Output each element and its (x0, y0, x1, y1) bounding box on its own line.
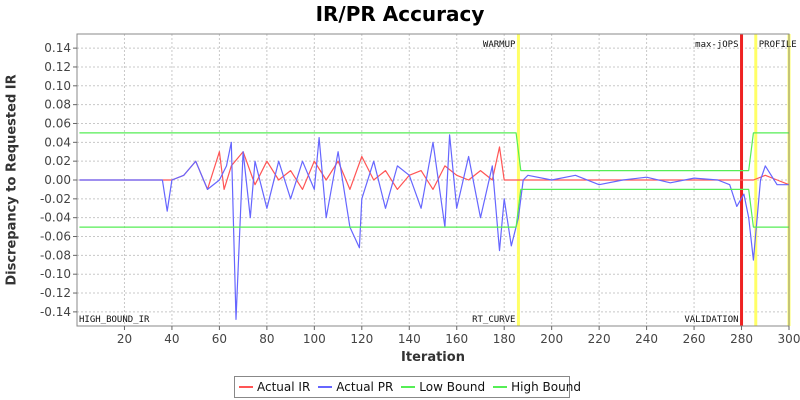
series-line-actual-ir (79, 146, 790, 190)
series-line-low-bound (79, 188, 789, 228)
x-tick-label-40: 40 (164, 332, 179, 346)
legend-item-actual-pr: Actual PR (318, 380, 393, 394)
x-tick-label-160: 160 (445, 332, 468, 346)
y-tick-label-9: -0.04 (40, 211, 71, 225)
legend-item-high-bound: High Bound (493, 380, 581, 394)
legend-label-actual-ir: Actual IR (257, 380, 311, 394)
marker-label-top-profile: PROFILE (759, 40, 797, 50)
y-tick-label-7: 0.00 (44, 173, 71, 187)
legend-item-actual-ir: Actual IR (239, 380, 310, 394)
legend-swatch-actual-ir (239, 386, 253, 388)
x-tick-label-140: 140 (398, 332, 421, 346)
y-tick-label-11: -0.08 (40, 248, 71, 262)
x-tick-label-60: 60 (212, 332, 227, 346)
marker-label-bottom-validation: VALIDATION (684, 315, 738, 325)
x-tick-label-120: 120 (350, 332, 373, 346)
y-tick-label-8: -0.02 (40, 192, 71, 206)
y-tick-label-2: 0.10 (44, 79, 71, 93)
legend-swatch-actual-pr (318, 386, 333, 388)
legend-swatch-high-bound (493, 386, 508, 388)
marker-label-top-max-jops: max-jOPS (695, 40, 738, 50)
y-tick-label-0: 0.14 (44, 41, 71, 55)
x-tick-label-200: 200 (540, 332, 563, 346)
chart-legend: Actual IR Actual PR Low Bound High Bound (234, 376, 581, 398)
legend-label-actual-pr: Actual PR (336, 380, 394, 394)
y-tick-label-1: 0.12 (44, 60, 71, 74)
legend-item-low-bound: Low Bound (401, 380, 485, 394)
marker-label-top-warmup: WARMUP (483, 40, 516, 50)
x-tick-label-180: 180 (493, 332, 516, 346)
y-tick-label-12: -0.10 (40, 267, 71, 281)
y-tick-label-10: -0.06 (40, 230, 71, 244)
y-tick-label-3: 0.08 (44, 98, 71, 112)
y-tick-label-5: 0.04 (44, 135, 71, 149)
corner-label-high-bound-ir: HIGH_BOUND_IR (79, 315, 150, 325)
x-tick-label-100: 100 (303, 332, 326, 346)
chart-title: IR/PR Accuracy (315, 2, 485, 26)
x-tick-label-300: 300 (778, 332, 800, 346)
chart-plot: WARMUP RT_CURVE max-jOPS VALIDATION PROFILE H… (40, 33, 800, 346)
series-line-actual-pr (79, 134, 789, 320)
legend-label-high-bound: High Bound (511, 380, 581, 394)
x-tick-label-280: 280 (730, 332, 753, 346)
marker-label-bottom-rt-curve: RT_CURVE (472, 315, 515, 325)
y-tick-label-6: 0.02 (44, 154, 71, 168)
x-tick-label-20: 20 (117, 332, 132, 346)
x-tick-label-80: 80 (259, 332, 274, 346)
series-line-high-bound (79, 132, 789, 172)
x-axis-label: Iteration (401, 350, 465, 365)
x-tick-label-240: 240 (635, 332, 658, 346)
x-tick-label-260: 260 (683, 332, 706, 346)
legend-label-low-bound: Low Bound (419, 380, 486, 394)
legend-swatch-low-bound (401, 386, 416, 388)
x-tick-label-220: 220 (588, 332, 611, 346)
y-tick-label-4: 0.06 (44, 116, 71, 130)
y-tick-label-13: -0.12 (40, 286, 71, 300)
y-tick-label-14: -0.14 (40, 305, 71, 319)
